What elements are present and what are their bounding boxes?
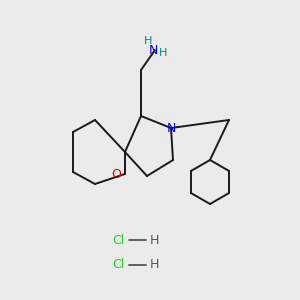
Text: H: H	[149, 233, 159, 247]
Text: O: O	[111, 167, 121, 181]
Text: Cl: Cl	[112, 233, 124, 247]
Text: Cl: Cl	[112, 259, 124, 272]
Text: H: H	[144, 36, 152, 46]
Text: N: N	[148, 44, 158, 56]
Text: H: H	[149, 259, 159, 272]
Text: N: N	[166, 122, 176, 136]
Text: H: H	[159, 48, 167, 58]
